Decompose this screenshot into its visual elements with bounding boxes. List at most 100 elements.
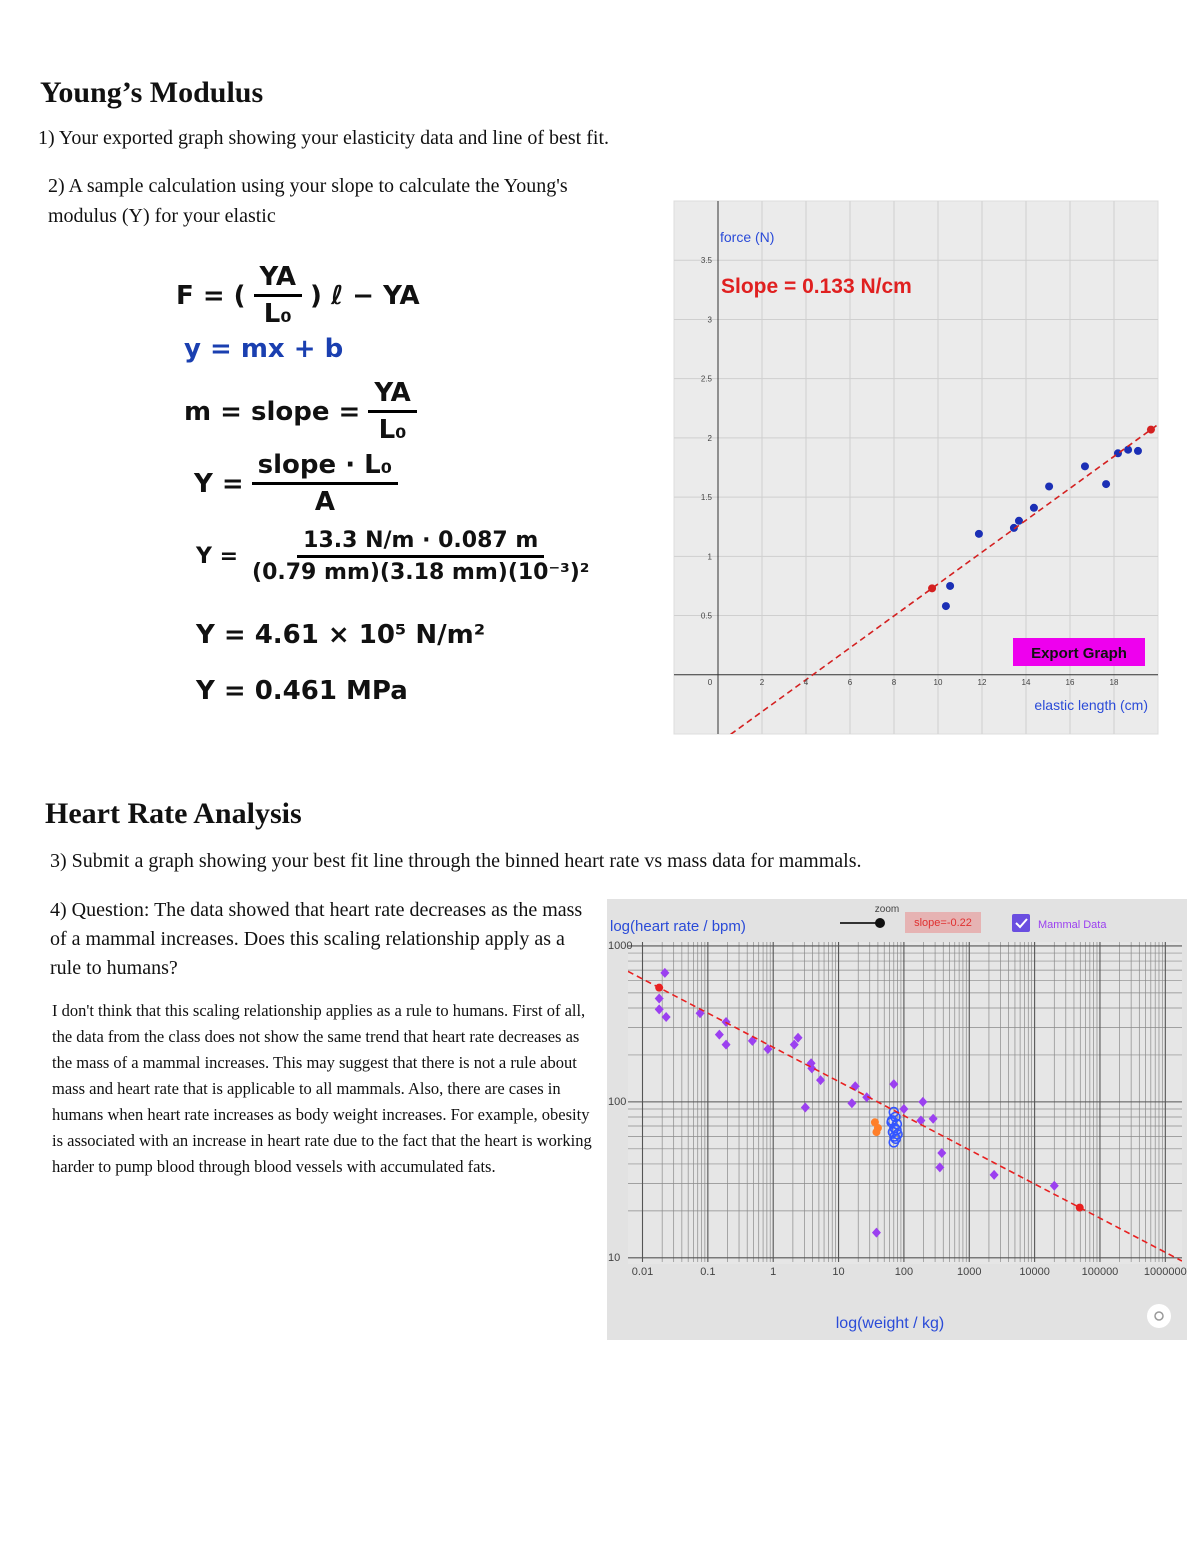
fit-line: [628, 970, 1182, 1262]
export-button[interactable]: Export Graph: [1013, 638, 1145, 666]
zoom-label: zoom: [875, 904, 899, 915]
x-tick-label: 16: [1066, 678, 1075, 687]
point: [974, 529, 983, 538]
fraction: YA L₀: [368, 378, 417, 445]
point: [889, 1079, 899, 1090]
numerator: YA: [253, 262, 303, 297]
y-tick-label: 1.5: [701, 493, 713, 502]
point: [946, 581, 955, 590]
annotation: Slope = 0.133 N/cm: [721, 275, 912, 298]
point: [721, 1039, 731, 1050]
point: [928, 1113, 938, 1124]
heading-text: Young’s Modulus: [40, 76, 264, 109]
point: [1029, 503, 1038, 512]
fraction: 13.3 N/m · 0.087 m (0.79 mm)(3.18 mm)(10⁻…: [246, 528, 595, 585]
equation: Y = 13.3 N/m · 0.087 m (0.79 mm)(3.18 mm)…: [196, 528, 595, 585]
y-tick-label: 3: [708, 315, 713, 324]
x-tick-label: 100: [895, 1266, 913, 1278]
point: [1102, 480, 1111, 489]
point: [1014, 516, 1023, 525]
fullscreen-button[interactable]: [1147, 1304, 1171, 1328]
point: [1124, 445, 1133, 454]
y-tick-label: 2.5: [701, 375, 713, 384]
point: [928, 584, 937, 593]
x-tick-label: 0.1: [700, 1266, 715, 1278]
x-tick-label: 6: [848, 678, 853, 687]
denominator: L₀: [263, 299, 292, 329]
button-circle: [1147, 1304, 1171, 1328]
slope-box: [905, 912, 981, 933]
zoom-slider[interactable]: [840, 918, 885, 928]
plot: [628, 942, 1182, 1262]
y-tick-label: 1: [708, 552, 713, 561]
numerator: YA: [368, 378, 417, 413]
point: [1075, 1203, 1084, 1212]
y-tick-label: 100: [608, 1096, 626, 1108]
point: [891, 1124, 902, 1136]
point: [889, 1131, 900, 1142]
numerator: 13.3 N/m · 0.087 m: [297, 528, 545, 558]
point: [872, 1128, 881, 1137]
point: [886, 1116, 897, 1128]
equation: F = ( YA L₀ ) ℓ − YA: [176, 262, 420, 329]
item-text: 2) A sample calculation using your slope…: [48, 175, 568, 227]
point: [918, 1096, 928, 1107]
equation: Y = 4.61 × 10⁵ N/m²: [196, 620, 485, 650]
fraction: YA L₀: [253, 262, 303, 329]
x-tick-label: 10: [832, 1266, 844, 1278]
point: [1009, 523, 1018, 532]
answer-text: I don't think that this scaling relation…: [52, 1001, 592, 1176]
denominator: L₀: [378, 415, 407, 445]
x-tick-label: 18: [1110, 678, 1119, 687]
point: [1146, 425, 1155, 434]
point: [1049, 1180, 1059, 1191]
legend-label: Mammal Data: [1038, 919, 1107, 931]
x-tick-label: 8: [892, 678, 897, 687]
denominator: A: [314, 487, 335, 517]
y-tick-label: 3.5: [701, 256, 713, 265]
legend-checkbox[interactable]: Mammal Data: [1012, 914, 1107, 932]
slope-label: slope=-0.22: [914, 917, 972, 929]
x-tick-label: 2: [760, 678, 765, 687]
point: [937, 1148, 947, 1159]
point: [789, 1039, 799, 1050]
point: [1080, 462, 1089, 471]
fraction: slope · L₀ A: [251, 450, 399, 517]
y-tick-label: 10: [608, 1252, 620, 1264]
x-tick-label: 10: [934, 678, 943, 687]
eq-text: y = mx + b: [184, 334, 344, 364]
y-axis-label: force (N): [720, 229, 774, 245]
point: [661, 1012, 671, 1023]
equation: Y = 0.461 MPa: [196, 676, 408, 706]
point: [916, 1115, 926, 1126]
x-tick-label: 10000: [1019, 1266, 1050, 1278]
point: [935, 1162, 945, 1173]
denominator: (0.79 mm)(3.18 mm)(10⁻³)²: [252, 560, 590, 585]
point: [660, 967, 670, 978]
x-tick-label: 100000: [1082, 1266, 1119, 1278]
question-text: 4) Question: The data showed that heart …: [50, 899, 583, 979]
x-tick-label: 1000000: [1144, 1266, 1187, 1278]
section-heading: Young’s Modulus: [40, 76, 263, 110]
eq-text: Y =: [194, 468, 244, 499]
eq-text: Y =: [196, 544, 239, 569]
button-label: Export Graph: [1031, 645, 1127, 662]
button-icon: [1154, 1311, 1164, 1321]
checkmark: [1015, 918, 1028, 929]
x-axis-label: log(weight / kg): [836, 1315, 945, 1332]
heading-text: Heart Rate Analysis: [45, 797, 302, 830]
point: [899, 1104, 909, 1115]
x-tick-label: 0.01: [632, 1266, 653, 1278]
plot-area: [628, 942, 1182, 1264]
item-text: 3) Submit a graph showing your best fit …: [50, 850, 862, 872]
numerator: slope · L₀: [251, 450, 399, 485]
point: [816, 1075, 826, 1086]
point: [793, 1032, 803, 1043]
button-background: [1013, 638, 1145, 666]
point: [714, 1029, 724, 1040]
x-tick-label: 14: [1022, 678, 1031, 687]
equation: Y = slope · L₀ A: [194, 450, 399, 517]
y-axis-label: log(heart rate / bpm): [610, 918, 746, 935]
